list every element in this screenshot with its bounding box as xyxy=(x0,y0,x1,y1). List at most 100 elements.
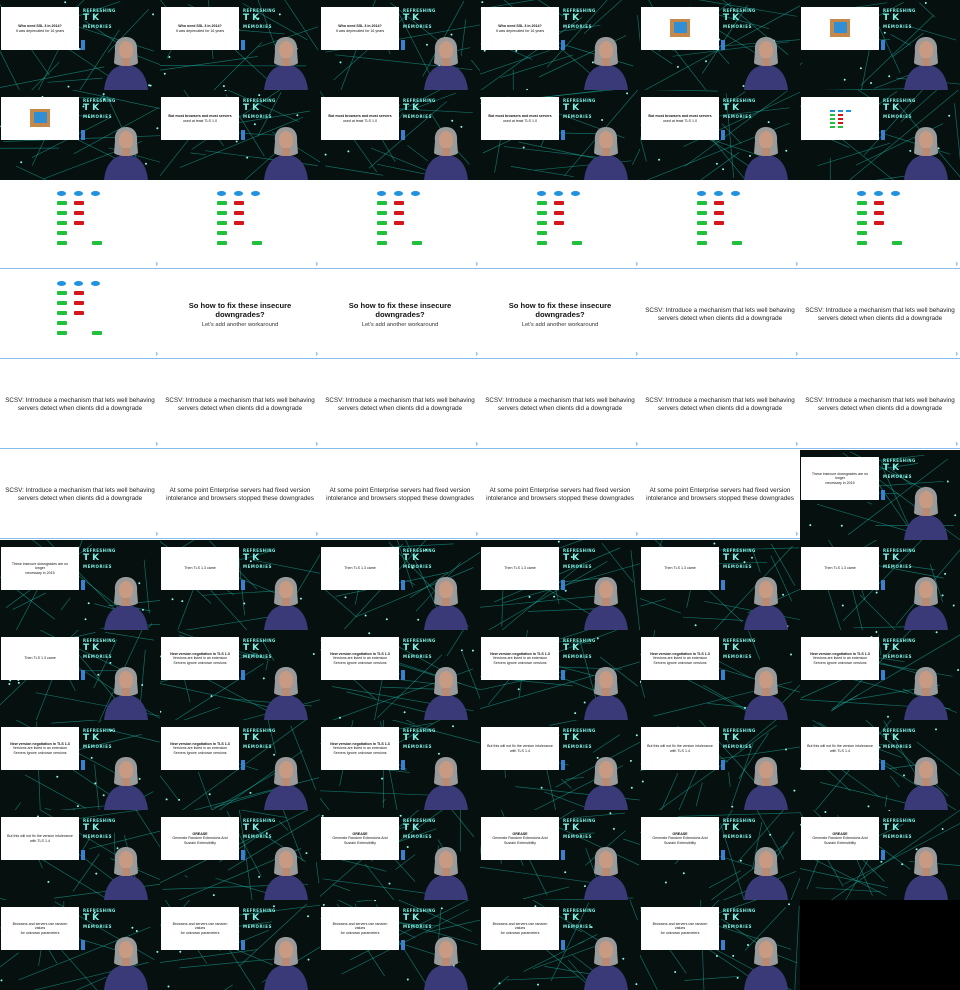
video-thumbnail[interactable]: New version negotiation in TLS 1.3 Versio… xyxy=(320,630,480,720)
video-thumbnail[interactable]: But this will not fix the version intole… xyxy=(0,810,160,900)
chevron-right-icon[interactable]: › xyxy=(635,349,638,358)
chevron-right-icon[interactable]: › xyxy=(635,439,638,448)
chevron-right-icon[interactable]: › xyxy=(315,259,318,268)
video-thumbnail[interactable]: SCSV: Introduce a mechanism that lets we… xyxy=(480,360,640,450)
chevron-right-icon[interactable]: › xyxy=(475,349,478,358)
chevron-right-icon[interactable]: › xyxy=(315,349,318,358)
video-thumbnail[interactable]: SCSV: Introduce a mechanism that lets we… xyxy=(800,270,960,360)
chevron-right-icon[interactable]: › xyxy=(795,259,798,268)
sponsor-badge xyxy=(241,40,245,50)
video-thumbnail[interactable]: But most browsers and most servers used a… xyxy=(640,90,800,180)
chevron-right-icon[interactable]: › xyxy=(955,439,958,448)
video-thumbnail[interactable]: So how to fix these insecure downgrades? L… xyxy=(160,270,320,360)
video-thumbnail[interactable]: So how to fix these insecure downgrades? L… xyxy=(320,270,480,360)
video-thumbnail[interactable]: SCSV: Introduce a mechanism that lets we… xyxy=(320,360,480,450)
chevron-right-icon[interactable]: › xyxy=(155,349,158,358)
video-thumbnail[interactable]: Then TLS 1.3 came REFRESHING TK MEMORIES xyxy=(320,540,480,630)
slide-text-line: New version negotiation in TLS 1.3 xyxy=(330,651,390,656)
chevron-right-icon[interactable]: › xyxy=(155,529,158,538)
video-thumbnail[interactable]: Browsers and servers use random values fo… xyxy=(320,900,480,990)
video-thumbnail[interactable]: At some point Enterprise servers had fix… xyxy=(640,450,800,540)
video-thumbnail[interactable]: GREASE Generate Random Extensions And Sus… xyxy=(320,810,480,900)
video-thumbnail[interactable]: But most browsers and most servers used a… xyxy=(320,90,480,180)
video-thumbnail[interactable]: At some point Enterprise servers had fix… xyxy=(480,450,640,540)
video-thumbnail[interactable]: Browsers and servers use random values fo… xyxy=(480,900,640,990)
chevron-right-icon[interactable]: › xyxy=(635,529,638,538)
video-thumbnail[interactable]: GREASE Generate Random Extensions And Sus… xyxy=(640,810,800,900)
video-thumbnail[interactable]: › xyxy=(800,180,960,270)
sponsor-badge xyxy=(881,130,885,140)
video-thumbnail[interactable]: SCSV: Introduce a mechanism that lets we… xyxy=(640,270,800,360)
video-thumbnail[interactable]: Then TLS 1.3 came REFRESHING TK MEMORIES xyxy=(0,630,160,720)
video-thumbnail[interactable]: GREASE Generate Random Extensions And Sus… xyxy=(480,810,640,900)
video-thumbnail[interactable]: GREASE Generate Random Extensions And Sus… xyxy=(800,810,960,900)
video-thumbnail[interactable]: › xyxy=(320,180,480,270)
video-thumbnail[interactable]: New version negotiation in TLS 1.3 Versio… xyxy=(800,630,960,720)
event-logo-text: MEMORIES xyxy=(563,834,593,839)
video-thumbnail[interactable]: Browsers and servers use random values fo… xyxy=(0,900,160,990)
video-thumbnail[interactable]: Who need SSL 3 in 2014? It was deprecated… xyxy=(160,0,320,90)
video-thumbnail[interactable]: Who need SSL 3 in 2014? It was deprecated… xyxy=(480,0,640,90)
message-box xyxy=(537,231,547,235)
video-thumbnail[interactable]: New version negotiation in TLS 1.3 Versio… xyxy=(160,720,320,810)
video-thumbnail[interactable]: Browsers and servers use random values fo… xyxy=(640,900,800,990)
speaker-figure xyxy=(584,757,628,810)
video-thumbnail[interactable]: Who need SSL 3 in 2014? It was deprecated… xyxy=(320,0,480,90)
chevron-right-icon[interactable]: › xyxy=(955,259,958,268)
video-thumbnail[interactable]: › xyxy=(640,180,800,270)
video-thumbnail[interactable]: REFRESHING TK MEMORIES xyxy=(0,90,160,180)
video-thumbnail[interactable]: GREASE Generate Random Extensions And Sus… xyxy=(160,810,320,900)
chevron-right-icon[interactable]: › xyxy=(955,349,958,358)
video-thumbnail[interactable]: Then TLS 1.3 came REFRESHING TK MEMORIES xyxy=(640,540,800,630)
video-thumbnail[interactable]: New version negotiation in TLS 1.3 Versio… xyxy=(480,630,640,720)
video-thumbnail[interactable]: SCSV: Introduce a mechanism that lets we… xyxy=(640,360,800,450)
video-thumbnail[interactable]: Then TLS 1.3 came REFRESHING TK MEMORIES xyxy=(160,540,320,630)
chevron-right-icon[interactable]: › xyxy=(795,529,798,538)
video-thumbnail[interactable]: But this will not fix the version intole… xyxy=(480,720,640,810)
video-thumbnail[interactable]: But most browsers and most servers used a… xyxy=(160,90,320,180)
network-mesh-background xyxy=(640,720,800,810)
slide-text-line: At some point Enterprise servers had fix… xyxy=(169,487,311,494)
sponsor-badge xyxy=(881,490,885,500)
video-thumbnail[interactable]: REFRESHING TK MEMORIES xyxy=(640,0,800,90)
chevron-right-icon[interactable]: › xyxy=(635,259,638,268)
video-thumbnail[interactable]: New version negotiation in TLS 1.3 Versio… xyxy=(640,630,800,720)
event-logo: REFRESHING TK MEMORIES xyxy=(403,548,447,578)
video-thumbnail[interactable]: SCSV: Introduce a mechanism that lets we… xyxy=(800,360,960,450)
video-thumbnail[interactable]: SCSV: Introduce a mechanism that lets we… xyxy=(160,360,320,450)
video-thumbnail[interactable]: At some point Enterprise servers had fix… xyxy=(320,450,480,540)
video-thumbnail[interactable]: These insecure downgrades are no longer n… xyxy=(0,540,160,630)
chevron-right-icon[interactable]: › xyxy=(155,439,158,448)
video-thumbnail[interactable]: Then TLS 1.3 came REFRESHING TK MEMORIES xyxy=(480,540,640,630)
video-thumbnail[interactable]: › xyxy=(0,180,160,270)
video-thumbnail[interactable]: Who need SSL 3 in 2014? It was deprecated… xyxy=(0,0,160,90)
video-thumbnail[interactable]: New version negotiation in TLS 1.3 Versio… xyxy=(160,630,320,720)
video-thumbnail[interactable]: › xyxy=(480,180,640,270)
chevron-right-icon[interactable]: › xyxy=(475,529,478,538)
video-thumbnail[interactable]: REFRESHING TK MEMORIES xyxy=(800,0,960,90)
video-thumbnail[interactable]: REFRESHING TK MEMORIES xyxy=(800,90,960,180)
video-thumbnail[interactable]: › xyxy=(160,180,320,270)
chevron-right-icon[interactable]: › xyxy=(155,259,158,268)
video-thumbnail[interactable]: But this will not fix the version intole… xyxy=(640,720,800,810)
chevron-right-icon[interactable]: › xyxy=(795,349,798,358)
chevron-right-icon[interactable]: › xyxy=(475,259,478,268)
chevron-right-icon[interactable]: › xyxy=(795,439,798,448)
event-logo-text: REFRESHING xyxy=(83,908,116,913)
video-thumbnail[interactable]: But this will not fix the version intole… xyxy=(800,720,960,810)
video-thumbnail[interactable]: SCSV: Introduce a mechanism that lets we… xyxy=(0,360,160,450)
video-thumbnail[interactable]: New version negotiation in TLS 1.3 Versio… xyxy=(0,720,160,810)
video-thumbnail[interactable]: At some point Enterprise servers had fix… xyxy=(160,450,320,540)
video-thumbnail[interactable]: Then TLS 1.3 came REFRESHING TK MEMORIES xyxy=(800,540,960,630)
chevron-right-icon[interactable]: › xyxy=(475,439,478,448)
video-thumbnail[interactable]: But most browsers and most servers used a… xyxy=(480,90,640,180)
video-thumbnail[interactable]: New version negotiation in TLS 1.3 Versio… xyxy=(320,720,480,810)
video-thumbnail[interactable]: So how to fix these insecure downgrades? L… xyxy=(480,270,640,360)
slide-text-line: Then TLS 1.3 came xyxy=(344,566,376,571)
video-thumbnail[interactable]: SCSV: Introduce a mechanism that lets we… xyxy=(0,450,160,540)
video-thumbnail[interactable]: These insecure downgrades are no longer n… xyxy=(800,450,960,540)
video-thumbnail[interactable]: › xyxy=(0,270,160,360)
chevron-right-icon[interactable]: › xyxy=(315,439,318,448)
chevron-right-icon[interactable]: › xyxy=(315,529,318,538)
video-thumbnail[interactable]: Browsers and servers use random values fo… xyxy=(160,900,320,990)
